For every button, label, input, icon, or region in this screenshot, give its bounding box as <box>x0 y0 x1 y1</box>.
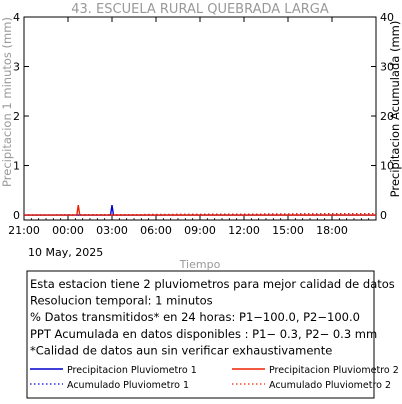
series-line-2 <box>24 205 376 216</box>
x-tick-label: 09:00 <box>184 224 216 237</box>
x-tick-label: 18:00 <box>316 224 348 237</box>
y-right-tick-label: 40 <box>380 11 394 24</box>
y-left-tick-label: 3 <box>13 61 20 74</box>
chart-title: 43. ESCUELA RURAL QUEBRADA LARGA <box>71 2 329 17</box>
date-label: 10 May, 2025 <box>28 246 103 259</box>
x-tick-label: 21:00 <box>8 224 40 237</box>
x-tick-label: 06:00 <box>140 224 172 237</box>
y-right-tick-label: 10 <box>380 160 394 173</box>
x-axis-title: Tiempo <box>179 258 221 271</box>
y-left-tick-label: 0 <box>13 209 20 222</box>
y-left-tick-label: 4 <box>13 11 20 24</box>
x-tick-label: 12:00 <box>228 224 260 237</box>
legend-label: Acumulado Pluviometro 2 <box>269 380 391 391</box>
info-line: Resolucion temporal: 1 minutos <box>30 294 213 308</box>
legend-label: Precipitacion Pluviometro 2 <box>269 365 399 376</box>
info-line: % Datos transmitidos* en 24 horas: P1−10… <box>30 310 360 324</box>
legend-label: Precipitacion Pluviometro 1 <box>67 365 197 376</box>
x-tick-label: 00:00 <box>52 224 84 237</box>
legend: Precipitacion Pluviometro 1 Precipitacion… <box>30 365 399 391</box>
info-line: PPT Acumulada en datos disponibles : P1−… <box>30 327 377 341</box>
y-axis-right-title: Precipitacion Acumulada (mm) <box>388 21 402 198</box>
legend-label: Acumulado Pluviometro 1 <box>67 380 189 391</box>
y-right-tick-label: 20 <box>380 110 394 123</box>
y-left-tick-label: 1 <box>13 160 20 173</box>
series-line-4 <box>23 212 377 216</box>
info-text: Esta estacion tiene 2 pluviometros para … <box>30 277 395 357</box>
y-axis-left-title: Precipitacion 1 minutos (mm) <box>0 17 14 187</box>
x-tick-label: 15:00 <box>272 224 304 237</box>
x-tick-label: 03:00 <box>96 224 128 237</box>
y-left-tick-label: 2 <box>13 110 20 123</box>
plot-frame <box>23 16 377 221</box>
info-line: Esta estacion tiene 2 pluviometros para … <box>30 277 395 291</box>
info-box <box>26 270 375 399</box>
info-line: *Calidad de datos aun sin verificar exha… <box>30 343 332 357</box>
y-right-tick-label: 30 <box>380 61 394 74</box>
y-right-tick-label: 0 <box>380 209 387 222</box>
